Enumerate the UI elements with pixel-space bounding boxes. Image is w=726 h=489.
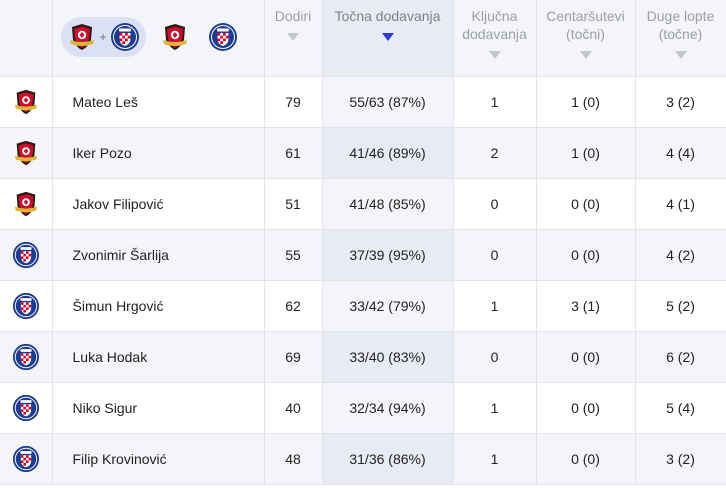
- hajduk-crest-icon: [12, 394, 40, 422]
- long-balls-value: 5 (2): [635, 280, 726, 332]
- table-row[interactable]: Šimun Hrgović 62 33/42 (79%) 1 3 (1) 5 (2): [0, 280, 726, 332]
- column-header-passes[interactable]: Točna dodavanja: [322, 0, 454, 77]
- passes-value: 33/40 (83%): [322, 331, 454, 383]
- touches-value: 61: [264, 127, 323, 179]
- passes-value: 41/46 (89%): [322, 127, 454, 179]
- player-name[interactable]: Iker Pozo: [52, 127, 265, 179]
- player-name[interactable]: Jakov Filipović: [52, 178, 265, 230]
- sort-down-icon: [287, 33, 299, 41]
- hajduk-crest-icon: [208, 22, 238, 52]
- hajduk-crest-icon: [110, 22, 140, 52]
- team-logo-cell: [0, 280, 53, 332]
- passes-value: 37/39 (95%): [322, 229, 454, 281]
- long-balls-value: 6 (2): [635, 331, 726, 383]
- passes-value: 41/48 (85%): [322, 178, 454, 230]
- key-passes-value: 0: [453, 229, 537, 281]
- hajduk-crest-icon: [12, 343, 40, 371]
- crosses-value: 1 (0): [536, 127, 636, 179]
- touches-value: 62: [264, 280, 323, 332]
- column-label: Duge lopte (točne): [646, 8, 715, 42]
- player-name[interactable]: Luka Hodak: [52, 331, 265, 383]
- touches-value: 40: [264, 382, 323, 434]
- key-passes-value: 1: [453, 76, 537, 128]
- filter-team-zrinjski-button[interactable]: [156, 18, 194, 56]
- long-balls-value: 4 (2): [635, 229, 726, 281]
- player-name[interactable]: Mateo Leš: [52, 76, 265, 128]
- key-passes-value: 1: [453, 433, 537, 485]
- long-balls-value: 5 (4): [635, 382, 726, 434]
- column-label: Centaršutevi (točni): [546, 8, 625, 42]
- column-header-crosses[interactable]: Centaršutevi (točni): [536, 0, 636, 77]
- player-name[interactable]: Filip Krovinović: [52, 433, 265, 485]
- column-label: Točna dodavanja: [334, 8, 441, 24]
- filter-team-hajduk-button[interactable]: [204, 18, 242, 56]
- table-row[interactable]: Luka Hodak 69 33/40 (83%) 0 0 (0) 6 (2): [0, 331, 726, 383]
- sort-down-icon: [579, 51, 592, 59]
- filter-both-teams-button[interactable]: +: [60, 17, 146, 57]
- key-passes-value: 2: [453, 127, 537, 179]
- sort-down-icon: [674, 51, 687, 59]
- table-row[interactable]: Filip Krovinović 48 31/36 (86%) 1 0 (0) 3 (2): [0, 433, 726, 485]
- touches-value: 55: [264, 229, 323, 281]
- team-logo-cell: [0, 331, 53, 383]
- crosses-value: 0 (0): [536, 331, 636, 383]
- team-logo-cell: [0, 76, 53, 128]
- long-balls-value: 4 (1): [635, 178, 726, 230]
- touches-value: 51: [264, 178, 323, 230]
- passes-value: 55/63 (87%): [322, 76, 454, 128]
- long-balls-value: 4 (4): [635, 127, 726, 179]
- header-logo-cell: [0, 0, 53, 77]
- zrinjski-crest-icon: [12, 190, 40, 218]
- player-name[interactable]: Niko Sigur: [52, 382, 265, 434]
- long-balls-value: 3 (2): [635, 433, 726, 485]
- crosses-value: 0 (0): [536, 382, 636, 434]
- column-header-touches[interactable]: Dodiri: [264, 0, 323, 77]
- column-label: Ključna dodavanja: [462, 8, 527, 42]
- table-row[interactable]: Niko Sigur 40 32/34 (94%) 1 0 (0) 5 (4): [0, 382, 726, 434]
- crosses-value: 0 (0): [536, 178, 636, 230]
- team-filter-cell: +: [52, 0, 265, 77]
- touches-value: 69: [264, 331, 323, 383]
- team-logo-cell: [0, 178, 53, 230]
- crosses-value: 0 (0): [536, 433, 636, 485]
- passes-value: 32/34 (94%): [322, 382, 454, 434]
- key-passes-value: 0: [453, 331, 537, 383]
- zrinjski-crest-icon: [12, 139, 40, 167]
- hajduk-crest-icon: [12, 445, 40, 473]
- column-header-long-balls[interactable]: Duge lopte (točne): [635, 0, 726, 77]
- player-name[interactable]: Šimun Hrgović: [52, 280, 265, 332]
- passes-value: 31/36 (86%): [322, 433, 454, 485]
- table-row[interactable]: Jakov Filipović 51 41/48 (85%) 0 0 (0) 4 (1): [0, 178, 726, 230]
- long-balls-value: 3 (2): [635, 76, 726, 128]
- hajduk-crest-icon: [12, 292, 40, 320]
- plus-icon: +: [99, 30, 107, 44]
- crosses-value: 3 (1): [536, 280, 636, 332]
- team-logo-cell: [0, 229, 53, 281]
- sort-down-icon: [488, 51, 501, 59]
- zrinjski-crest-icon: [67, 22, 97, 52]
- key-passes-value: 1: [453, 280, 537, 332]
- passes-value: 33/42 (79%): [322, 280, 454, 332]
- team-logo-cell: [0, 127, 53, 179]
- crosses-value: 1 (0): [536, 76, 636, 128]
- key-passes-value: 1: [453, 382, 537, 434]
- team-logo-cell: [0, 433, 53, 485]
- crosses-value: 0 (0): [536, 229, 636, 281]
- touches-value: 48: [264, 433, 323, 485]
- key-passes-value: 0: [453, 178, 537, 230]
- table-row[interactable]: Mateo Leš 79 55/63 (87%) 1 1 (0) 3 (2): [0, 76, 726, 128]
- table-header-row: + Dodiri Točna dodavanja: [0, 0, 726, 77]
- column-header-key-passes[interactable]: Ključna dodavanja: [453, 0, 537, 77]
- sort-down-icon: [381, 33, 394, 41]
- zrinjski-crest-icon: [160, 22, 190, 52]
- table-row[interactable]: Zvonimir Šarlija 55 37/39 (95%) 0 0 (0) 4 (2): [0, 229, 726, 281]
- touches-value: 79: [264, 76, 323, 128]
- team-logo-cell: [0, 382, 53, 434]
- hajduk-crest-icon: [12, 241, 40, 269]
- zrinjski-crest-icon: [12, 88, 40, 116]
- player-name[interactable]: Zvonimir Šarlija: [52, 229, 265, 281]
- column-label: Dodiri: [274, 8, 312, 24]
- table-row[interactable]: Iker Pozo 61 41/46 (89%) 2 1 (0) 4 (4): [0, 127, 726, 179]
